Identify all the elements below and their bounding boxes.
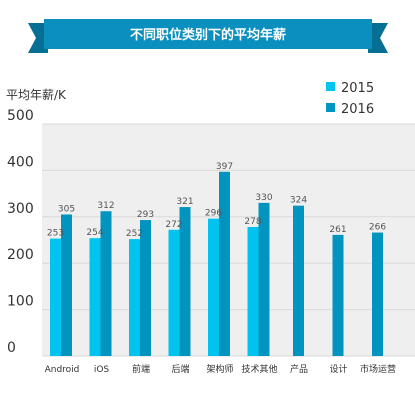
y-axis-label: 平均年薪/K	[6, 88, 67, 102]
data-label-2016: 321	[176, 197, 193, 207]
bar-2016	[293, 205, 304, 356]
data-label-2016: 266	[369, 223, 386, 233]
data-label-2015: 296	[205, 209, 222, 219]
legend-label-2015: 2015	[341, 81, 374, 96]
bar-2015	[50, 238, 61, 356]
legend-swatch-2016	[326, 103, 335, 112]
x-tick-label: 前端	[132, 363, 150, 375]
bar-2016	[372, 232, 383, 356]
data-label-2016: 330	[255, 193, 272, 203]
bar-2015	[208, 218, 219, 356]
x-tick-label: Android	[45, 365, 80, 375]
bar-2015	[247, 227, 259, 356]
bar-2016	[61, 214, 72, 356]
y-tick-label: 500	[7, 108, 34, 124]
y-tick-label: 200	[7, 247, 34, 263]
y-tick-labels: 0 100 200 300 400 500	[7, 108, 34, 356]
data-labels: 253 305 254 312 252 293 272 321 296 397 278 330 324 2…	[47, 162, 386, 239]
banner-right-tail	[368, 23, 388, 53]
banner-left-tail	[28, 23, 48, 53]
bar-2016	[179, 207, 191, 356]
data-label-2016: 312	[97, 201, 114, 211]
chart-title: 不同职位类别下的平均年薪	[130, 27, 286, 43]
bars	[50, 171, 383, 356]
bar-2016	[219, 171, 230, 356]
data-label-2015: 272	[165, 220, 182, 230]
bar-2016	[332, 234, 344, 356]
bar-2015	[129, 239, 140, 356]
bar-2016	[100, 211, 112, 356]
y-tick-label: 400	[7, 154, 34, 170]
banner-body	[44, 19, 372, 49]
x-tick-label: 技术其他	[241, 363, 277, 375]
bar-2015	[168, 229, 180, 356]
legend-label-2016: 2016	[341, 102, 374, 117]
x-tick-label: 架构师	[206, 363, 233, 375]
bar-2016	[258, 202, 270, 356]
y-tick-label: 0	[7, 340, 16, 356]
data-label-2016: 397	[216, 162, 233, 172]
bar-2016	[140, 220, 151, 356]
y-tick-label: 300	[7, 201, 34, 217]
y-tick-label: 100	[7, 294, 34, 310]
title-banner: 不同职位类别下的平均年薪	[28, 19, 388, 53]
bar-2015	[89, 238, 101, 356]
x-tick-label: 后端	[171, 363, 189, 375]
data-label-2016: 261	[329, 225, 346, 235]
x-tick-label: iOS	[94, 365, 110, 375]
x-tick-label: 市场运营	[360, 363, 396, 375]
x-tick-label: 产品	[290, 363, 308, 375]
data-label-2016: 293	[137, 210, 154, 220]
legend: 2015 2016	[326, 81, 374, 117]
data-label-2015: 254	[86, 228, 103, 238]
data-label-2015: 278	[244, 217, 261, 227]
legend-swatch-2015	[326, 82, 335, 91]
x-tick-labels: Android iOS 前端 后端 架构师 技术其他 产品 设计 市场运营	[45, 363, 396, 375]
data-label-2015: 253	[47, 229, 64, 239]
x-tick-label: 设计	[329, 363, 347, 375]
data-label-2016: 324	[290, 196, 307, 206]
data-label-2016: 305	[58, 204, 75, 214]
data-label-2015: 252	[126, 229, 143, 239]
